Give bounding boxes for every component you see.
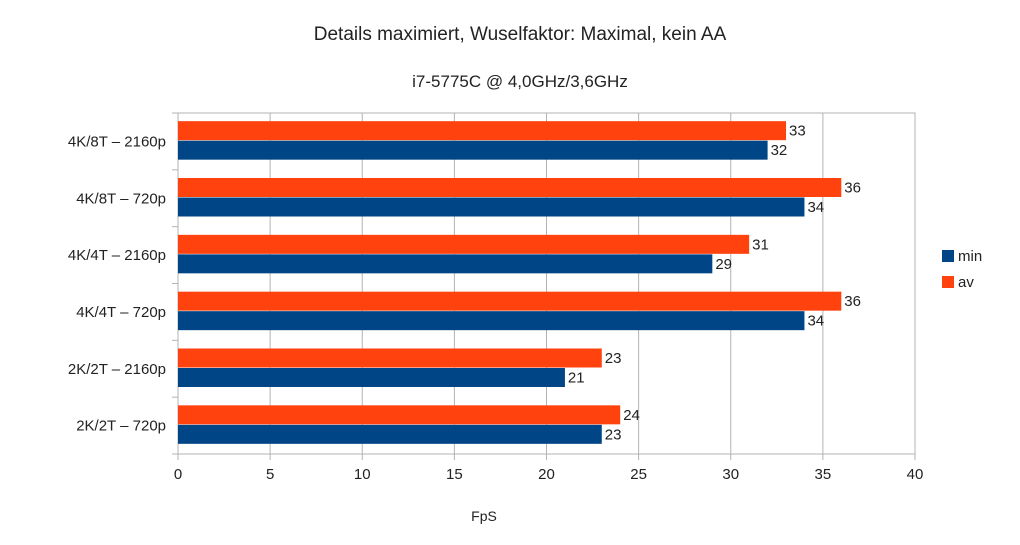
legend-swatch-av xyxy=(942,276,954,288)
bar-av xyxy=(178,291,842,311)
x-tick-label: 15 xyxy=(446,466,463,483)
category-label: 2K/2T – 2160p xyxy=(68,361,166,378)
grid-layer xyxy=(172,112,916,460)
bar-av xyxy=(178,178,842,197)
bar-min xyxy=(178,424,602,444)
data-label-av: 33 xyxy=(789,123,806,140)
data-label-av: 31 xyxy=(752,236,769,253)
x-tick-label: 20 xyxy=(538,466,555,483)
category-label: 4K/8T – 2160p xyxy=(68,133,166,150)
category-label: 2K/2T – 720p xyxy=(76,418,166,435)
legend-label-av: av xyxy=(958,274,974,291)
data-label-min: 23 xyxy=(605,426,622,443)
x-tick-label: 25 xyxy=(630,466,647,483)
bar-min xyxy=(178,311,805,331)
data-label-min: 21 xyxy=(568,370,585,387)
x-tick-label: 5 xyxy=(266,466,274,483)
bar-av xyxy=(178,234,750,254)
legend-swatch-min xyxy=(942,250,954,262)
x-tick-label: 0 xyxy=(174,466,182,483)
x-tick-label: 10 xyxy=(354,466,371,483)
bar-min xyxy=(178,140,768,160)
data-label-min: 34 xyxy=(807,199,824,216)
data-label-av: 24 xyxy=(623,407,640,424)
bar-av xyxy=(178,405,621,425)
legend: min av xyxy=(942,248,982,291)
bars-layer xyxy=(178,121,842,444)
legend-label-min: min xyxy=(958,248,982,265)
data-label-min: 34 xyxy=(807,313,824,330)
x-tick-label: 30 xyxy=(722,466,739,483)
x-tick-label: 40 xyxy=(907,466,924,483)
chart-title: Details maximiert, Wuselfaktor: Maximal,… xyxy=(314,24,727,45)
bar-min xyxy=(178,368,565,387)
x-tick-label: 35 xyxy=(815,466,832,483)
bar-av xyxy=(178,121,787,141)
data-label-av: 23 xyxy=(605,350,622,367)
data-label-min: 32 xyxy=(771,142,788,159)
bar-min xyxy=(178,254,713,274)
category-label: 4K/4T – 2160p xyxy=(68,247,166,264)
data-label-min: 29 xyxy=(715,256,732,273)
x-axis-label: FpS xyxy=(471,508,497,524)
bar-min xyxy=(178,197,805,217)
bar-av xyxy=(178,348,602,368)
data-label-av: 36 xyxy=(844,180,861,197)
data-label-av: 36 xyxy=(844,293,861,310)
chart-subtitle: i7-5775C @ 4,0GHz/3,6GHz xyxy=(412,72,628,91)
category-label: 4K/8T – 720p xyxy=(76,190,166,207)
category-label: 4K/4T – 720p xyxy=(76,304,166,321)
